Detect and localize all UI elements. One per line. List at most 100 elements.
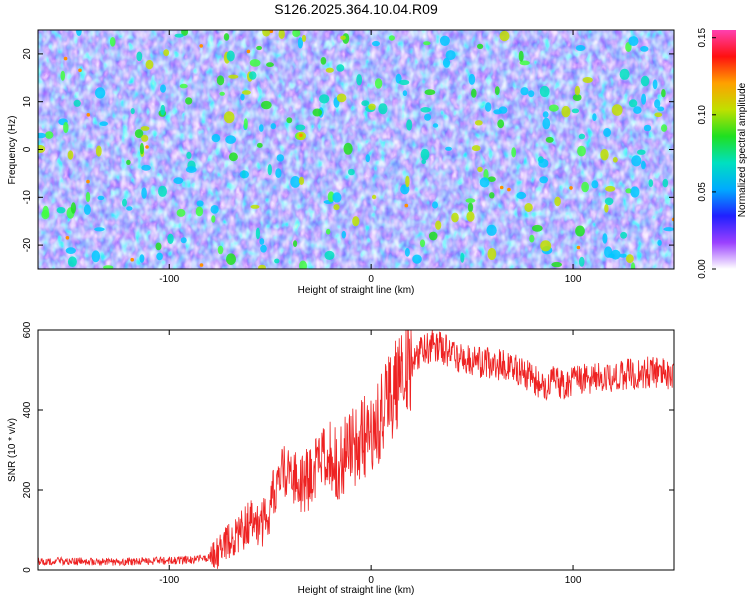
heatmap-hotspot <box>76 30 82 36</box>
heatmap-hotspot <box>260 100 272 110</box>
snr-frame <box>37 329 675 571</box>
x-tick-label: -100 <box>159 575 179 586</box>
heatmap-hotspot <box>372 40 380 47</box>
y-tick-label: -10 <box>22 190 33 205</box>
heatmap-hotspot <box>341 230 346 239</box>
heatmap-peak <box>269 30 274 33</box>
heatmap-hotspot <box>97 195 105 201</box>
colorbar-ticks: 0.00 0.05 0.10 0.15 <box>697 28 716 279</box>
heatmap-hotspot <box>630 186 640 198</box>
heatmap-hotspot <box>211 134 221 143</box>
heatmap-hotspot <box>640 75 650 87</box>
heatmap-hotspot <box>223 33 230 41</box>
heatmap-hotspot <box>361 100 370 107</box>
heatmap-hotspot <box>324 250 335 260</box>
heatmap-peak <box>507 187 511 192</box>
heatmap-hotspot <box>487 176 496 182</box>
heatmap-hotspot <box>612 157 618 163</box>
heatmap-hotspot <box>539 85 550 98</box>
heatmap-hotspot <box>554 196 561 207</box>
heatmap-hotspot <box>581 181 589 193</box>
heatmap-hotspot <box>63 121 69 134</box>
heatmap-hotspot <box>210 205 219 214</box>
heatmap-hotspot <box>259 238 265 245</box>
heatmap-hotspot <box>136 51 143 62</box>
heatmap-hotspot <box>640 46 649 52</box>
heatmap-hotspot <box>432 201 438 209</box>
heatmap-hotspot <box>465 198 476 203</box>
heatmap-hotspot <box>548 104 559 112</box>
heatmap-hotspot <box>267 164 272 176</box>
heatmap-hotspot <box>73 99 81 107</box>
heatmap-hotspot <box>240 93 245 101</box>
heatmap-hotspot <box>160 84 166 93</box>
heatmap-hotspot <box>442 57 451 68</box>
heatmap-hotspot <box>95 145 102 157</box>
snr-series-line <box>38 330 674 569</box>
heatmap-hotspot <box>223 111 235 124</box>
y-tick-label: 200 <box>22 481 33 498</box>
y-tick-label: 0 <box>22 146 33 152</box>
heatmap-hotspot <box>42 205 49 218</box>
heatmap-hotspot <box>160 104 166 116</box>
heatmap-hotspot <box>320 57 327 65</box>
heatmap-hotspot <box>466 211 475 222</box>
heatmap-hotspot <box>561 105 571 118</box>
y-tick-label: 400 <box>22 401 33 418</box>
heatmap-hotspot <box>641 160 646 170</box>
heatmap-hotspot <box>479 177 490 188</box>
heatmap-hotspot <box>185 166 197 173</box>
heatmap-hotspot <box>94 227 105 232</box>
heatmap-hotspot <box>185 97 193 105</box>
heatmap-hotspot <box>174 33 184 38</box>
heatmap-hotspot <box>333 204 340 211</box>
heatmap-hotspot <box>516 191 527 200</box>
heatmap-hotspot <box>326 228 331 235</box>
heatmap-hotspot <box>592 113 597 121</box>
heatmap-hotspot <box>67 150 74 160</box>
heatmap-hotspot <box>374 78 383 89</box>
heatmap-hotspot <box>477 43 484 50</box>
heatmap-hotspot <box>474 120 483 126</box>
heatmap-hotspot <box>529 234 535 243</box>
heatmap-hotspot <box>657 106 665 112</box>
heatmap-hotspot <box>70 202 76 214</box>
heatmap-hotspot <box>173 177 184 185</box>
heatmap-hotspot <box>572 94 582 101</box>
heatmap-hotspot <box>460 252 465 263</box>
heatmap-peak <box>671 217 674 222</box>
x-tick-label: 100 <box>565 575 582 586</box>
heatmap-hotspot <box>405 175 410 188</box>
heatmap-hotspot <box>163 49 170 57</box>
heatmap-hotspot <box>524 203 533 212</box>
heatmap-hotspot <box>278 30 285 39</box>
heatmap-hotspot <box>654 112 663 118</box>
heatmap-hotspot <box>477 166 483 173</box>
heatmap-hotspot <box>211 215 216 223</box>
heatmap-hotspot <box>293 240 298 248</box>
snr-panel: -100 0 100 0 200 400 600 Height of straight l… <box>7 321 675 596</box>
heatmap-hotspot <box>432 123 439 128</box>
heatmap-hotspot <box>539 176 548 184</box>
heatmap-hotspot <box>630 262 636 269</box>
heatmap-hotspot <box>219 91 225 96</box>
heatmap-hotspot <box>591 180 599 189</box>
heatmap-peak <box>86 179 90 184</box>
heatmap-hotspot <box>134 129 144 139</box>
heatmap-hotspot <box>365 154 371 163</box>
heatmap-hotspot <box>301 34 307 42</box>
colorbar-tick-label: 0.00 <box>697 259 708 279</box>
heatmap-hotspot <box>56 207 66 214</box>
heatmap-hotspot <box>531 224 543 232</box>
heatmap-hotspot <box>578 133 586 140</box>
heatmap-hotspot <box>228 152 238 162</box>
heatmap-hotspot <box>619 68 630 80</box>
heatmap-hotspot <box>604 204 609 213</box>
heatmap-hotspot <box>130 108 135 115</box>
heatmap-hotspot <box>336 64 345 72</box>
heatmap-hotspot <box>340 35 346 40</box>
heatmap-hotspot <box>139 142 144 155</box>
heatmap-hotspot <box>406 119 413 131</box>
heatmap-hotspot <box>499 30 510 42</box>
